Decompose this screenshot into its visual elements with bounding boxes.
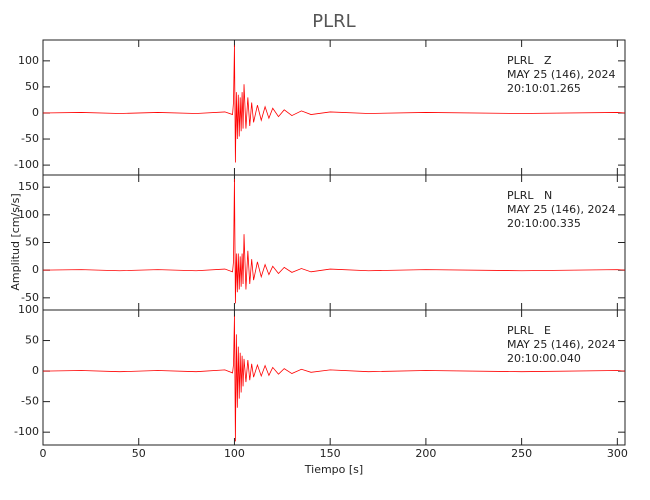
annotation: MAY 25 (146), 2024 xyxy=(507,338,615,351)
chart-title: PLRL xyxy=(312,11,355,32)
annotation: PLRL Z xyxy=(507,54,552,67)
y-tick-label: 150 xyxy=(18,180,39,193)
panel-frame xyxy=(42,309,626,446)
x-tick-label: 0 xyxy=(40,447,47,460)
y-tick-label: 0 xyxy=(32,364,39,377)
x-tick-label: 100 xyxy=(224,447,245,460)
y-tick-label: -50 xyxy=(21,132,39,145)
x-tick-label: 300 xyxy=(607,447,628,460)
y-tick-label: -50 xyxy=(21,395,39,408)
y-tick-label: 100 xyxy=(18,54,39,67)
waveform xyxy=(42,45,626,163)
y-tick-label: -100 xyxy=(14,158,39,171)
waveform xyxy=(42,178,626,304)
x-tick-label: 250 xyxy=(511,447,532,460)
annotation: PLRL E xyxy=(507,324,551,337)
x-tick-label: 150 xyxy=(320,447,341,460)
annotation: MAY 25 (146), 2024 xyxy=(507,68,615,81)
waveform xyxy=(42,316,626,442)
y-tick-label: 100 xyxy=(18,208,39,221)
y-tick-label: -100 xyxy=(14,425,39,438)
y-tick-label: 0 xyxy=(32,106,39,119)
y-axis-label: Amplitud [cm/s/s] xyxy=(9,193,22,290)
y-tick-label: 50 xyxy=(25,236,39,249)
annotation: 20:10:01.265 xyxy=(507,82,581,95)
x-tick-label: 200 xyxy=(415,447,436,460)
y-tick-label: 0 xyxy=(32,263,39,276)
y-tick-label: 100 xyxy=(18,303,39,316)
annotation: 20:10:00.040 xyxy=(507,352,581,365)
y-tick-label: 50 xyxy=(25,334,39,347)
x-axis-label: Tiempo [s] xyxy=(304,463,363,476)
x-tick-label: 50 xyxy=(132,447,146,460)
annotation: PLRL N xyxy=(507,189,552,202)
annotation: MAY 25 (146), 2024 xyxy=(507,203,615,216)
y-tick-label: 50 xyxy=(25,80,39,93)
y-tick-label: -50 xyxy=(21,291,39,304)
annotation: 20:10:00.335 xyxy=(507,217,581,230)
